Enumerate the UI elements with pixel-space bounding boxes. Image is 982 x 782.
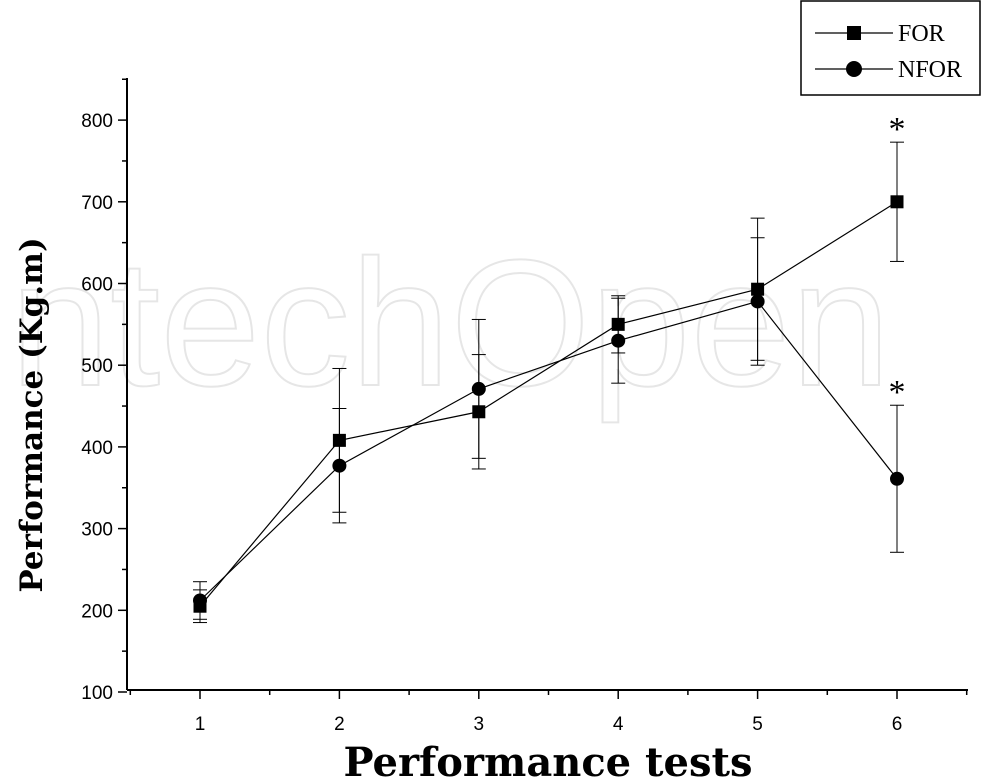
series-line-nfor <box>199 300 898 601</box>
legend-box <box>800 0 981 96</box>
legend-label-nfor: NFOR <box>898 57 962 83</box>
series-layer: ** <box>193 111 906 624</box>
significance-marker: * <box>889 374 906 411</box>
legend: FOR NFOR <box>800 0 981 96</box>
data-point-nfor <box>611 333 626 348</box>
y-tick-label: 500 <box>81 356 113 377</box>
series-nfor <box>193 237 904 620</box>
y-axis-title: Performance (Kg.m) <box>14 237 50 592</box>
data-point-for <box>890 195 904 209</box>
x-tick-label: 1 <box>195 714 206 735</box>
series-line-for <box>199 201 898 607</box>
y-tick-label: 400 <box>81 438 113 459</box>
data-point-nfor <box>750 294 765 309</box>
watermark: IntechOpen <box>0 223 891 424</box>
x-axis-title: Performance tests <box>344 739 753 782</box>
data-point-nfor <box>332 458 347 473</box>
significance-marker: * <box>889 111 906 148</box>
legend-marker-for <box>847 26 861 40</box>
x-tick-label: 6 <box>892 714 903 735</box>
y-tick-label: 800 <box>81 111 113 132</box>
legend-marker-nfor <box>846 61 862 77</box>
y-tick-label: 100 <box>81 683 113 704</box>
y-tick-label: 200 <box>81 601 113 622</box>
legend-label-for: FOR <box>898 21 945 47</box>
x-tick-label: 4 <box>613 714 624 735</box>
data-point-nfor <box>471 381 486 396</box>
data-point-nfor <box>890 471 904 486</box>
y-tick-label: 700 <box>81 193 113 214</box>
y-tick-label: 600 <box>81 275 113 296</box>
x-tick-label: 2 <box>334 714 345 735</box>
y-tick-label: 300 <box>81 520 113 541</box>
x-tick-label: 5 <box>752 714 763 735</box>
data-point-nfor <box>193 593 207 608</box>
x-tick-label: 3 <box>474 714 485 735</box>
axes: 100 200 300 400 500 600 700 800 1 2 3 4 5 6 <box>81 78 968 735</box>
